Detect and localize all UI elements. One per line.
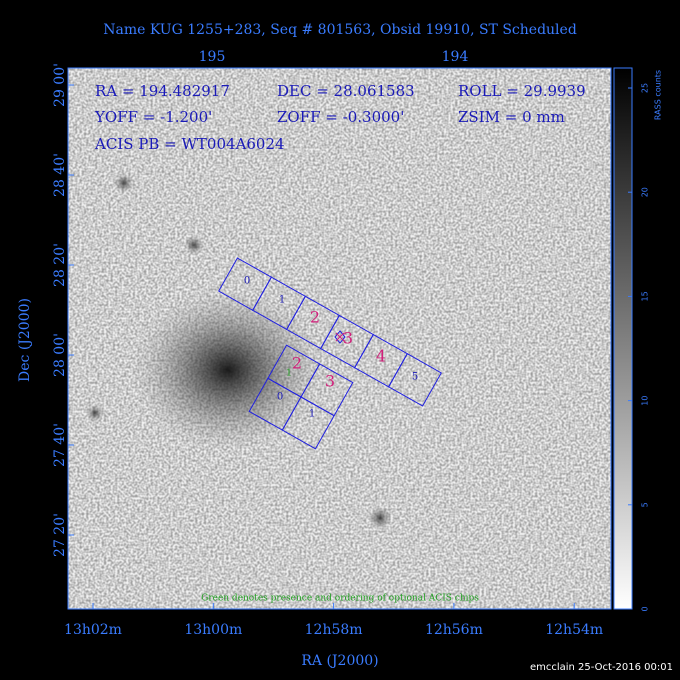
- info-text: ACIS PB = WT004A6024: [94, 135, 285, 153]
- chip-label: 3: [325, 372, 335, 391]
- chip-label: 1: [279, 295, 285, 306]
- plot-frame: [67, 67, 612, 610]
- info-text: ZSIM = 0 mm: [458, 108, 565, 126]
- y-tick-label: 27 20': [52, 513, 68, 557]
- source: [368, 506, 392, 530]
- top-tick-label: 195: [199, 49, 226, 65]
- y-tick-label: 27 40': [52, 423, 68, 467]
- info-text: ROLL = 29.9939: [458, 82, 586, 100]
- chip: [281, 396, 335, 450]
- info-text: ZOFF = -0.3000': [277, 108, 404, 126]
- acis-s-array: [218, 257, 442, 407]
- y-tick-label: 29 00': [52, 63, 68, 107]
- chip-label: 4: [376, 347, 386, 366]
- x-tick-label: 12h58m: [305, 622, 363, 638]
- aimpoint-diamond: [334, 330, 346, 344]
- title: Name KUG 1255+283, Seq # 801563, Obsid 1…: [103, 22, 577, 38]
- source: [86, 404, 104, 422]
- colorbar-tick-label: 10: [641, 396, 650, 406]
- info-text: DEC = 28.061583: [277, 82, 415, 100]
- aimpoint-cross: [335, 332, 345, 342]
- x-axis-label: RA (J2000): [301, 653, 378, 669]
- colorbar-scale: [613, 67, 633, 610]
- chip-label: 1: [309, 409, 315, 420]
- colorbar: [613, 67, 633, 610]
- info-text: RA = 194.482917: [95, 82, 230, 100]
- chip-label: 2: [310, 308, 320, 327]
- y-tick-label: 28 40': [52, 153, 68, 197]
- colorbar-label: RASS counts: [654, 70, 663, 120]
- x-tick-label: 13h02m: [64, 622, 122, 638]
- source: [184, 235, 204, 255]
- colorbar-tick-label: 20: [641, 187, 650, 197]
- x-tick-label: 12h54m: [545, 622, 603, 638]
- colorbar-tick-label: 15: [641, 291, 650, 301]
- colorbar-tick-label: 25: [641, 83, 650, 93]
- top-tick-label: 194: [442, 49, 469, 65]
- aimpoint: [334, 330, 346, 344]
- chip-label: 3: [343, 329, 353, 348]
- chip-label: 0: [277, 392, 283, 403]
- chip-label: 5: [412, 372, 418, 383]
- info-block: RA = 194.482917 DEC = 28.061583 ROLL = 2…: [94, 82, 586, 153]
- acis-i-array: [248, 344, 354, 450]
- note: Green denotes presence and ordering of o…: [201, 594, 479, 604]
- source: [114, 173, 134, 193]
- x-tick-label: 12h56m: [425, 622, 483, 638]
- x-tick-label: 13h00m: [184, 622, 242, 638]
- galaxy-blob: [133, 290, 323, 450]
- y-tick-label: 28 00': [52, 333, 68, 377]
- colorbar-tick-label: 5: [641, 502, 650, 507]
- chip: [387, 353, 442, 407]
- chip-label: 2: [292, 354, 302, 373]
- footer: emcclain 25-Oct-2016 00:01: [530, 662, 673, 673]
- info-text: YOFF = -1.200': [94, 108, 212, 126]
- sky-image: [67, 67, 612, 610]
- optional-chip-label: 1: [286, 369, 292, 379]
- colorbar-tick-label: 0: [641, 606, 650, 611]
- y-tick-label: 28 20': [52, 243, 68, 287]
- y-axis-label: Dec (J2000): [17, 298, 33, 382]
- chip-label: 0: [244, 276, 250, 287]
